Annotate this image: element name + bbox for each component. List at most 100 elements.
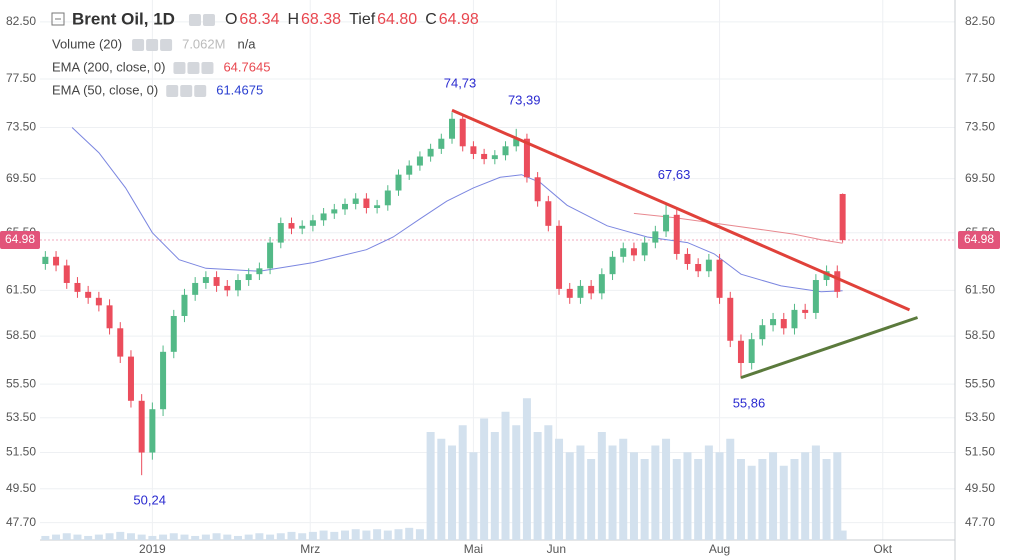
legend-icon[interactable]: [146, 39, 159, 51]
volume-bar: [159, 534, 168, 540]
candle-body: [839, 193, 846, 241]
volume-bar: [169, 533, 178, 540]
candle-body: [138, 400, 145, 453]
volume-value: 7.062M: [182, 36, 225, 51]
legend-icon[interactable]: [160, 39, 173, 51]
volume-bar: [480, 418, 489, 540]
candle-body: [684, 253, 691, 264]
volume-bar: [838, 530, 847, 540]
candle-body: [384, 190, 391, 206]
volume-bar: [501, 411, 510, 540]
y-tick-label: 55.50: [965, 376, 995, 390]
candle-body: [224, 285, 231, 291]
volume-bar: [351, 529, 360, 540]
legend-icon[interactable]: [194, 85, 207, 97]
volume-bar: [779, 465, 788, 540]
price-label: 64.98: [5, 232, 35, 246]
legend-entry: EMA (200, close, 0): [52, 59, 165, 74]
candle-body: [780, 319, 787, 329]
volume-bar: [137, 534, 146, 540]
volume-bar: [544, 425, 553, 540]
legend-icon[interactable]: [180, 85, 193, 97]
volume-bar: [597, 432, 606, 540]
annotation: 74,73: [444, 76, 477, 91]
candle-body: [834, 271, 841, 292]
volume-bar: [490, 432, 499, 540]
volume-bar: [619, 438, 628, 540]
candle-body: [481, 153, 488, 160]
candle-body: [513, 138, 520, 147]
volume-bar: [94, 534, 103, 540]
candle-body: [620, 248, 627, 257]
volume-bar: [790, 459, 799, 540]
volume-bar: [362, 530, 371, 540]
candle-body: [256, 268, 263, 275]
legend-icon[interactable]: [173, 62, 186, 74]
volume-bar: [394, 529, 403, 540]
candle-body: [609, 256, 616, 275]
candle-body: [491, 155, 498, 160]
volume-bar: [811, 445, 820, 540]
volume-bar: [201, 534, 210, 540]
volume-bar: [533, 432, 542, 540]
volume-bar: [341, 530, 349, 540]
candle-body: [277, 223, 284, 243]
candle-body: [630, 248, 637, 256]
annotation: 67,63: [658, 167, 691, 182]
y-tick-label: 51.50: [965, 445, 995, 459]
y-tick-label: 47.70: [6, 515, 36, 529]
y-tick-label: 61.50: [965, 283, 995, 297]
candle-body: [438, 138, 445, 149]
legend-icon[interactable]: [132, 39, 145, 51]
candle-body: [534, 177, 541, 202]
y-tick-label: 82.50: [965, 14, 995, 28]
volume-bar: [576, 445, 585, 540]
price-label-box: [958, 231, 1000, 250]
y-tick-label: 49.50: [965, 481, 995, 495]
candle-body: [770, 319, 777, 326]
candle-body: [74, 282, 81, 292]
candle-body: [192, 282, 199, 295]
candle-body: [363, 198, 370, 208]
volume-bar: [715, 452, 724, 540]
trend-line: [740, 316, 919, 380]
ohlc-value: 68.38: [301, 11, 341, 28]
chart-title: Brent Oil, 1D: [72, 9, 175, 28]
volume-bar: [319, 530, 328, 540]
legend-value: 64.7645: [223, 59, 270, 74]
legend-icon[interactable]: [201, 62, 214, 74]
ema-line: [71, 127, 843, 293]
legend-icon[interactable]: [188, 14, 201, 26]
candle-body: [641, 242, 648, 256]
volume-bar: [126, 533, 135, 540]
volume-bar: [244, 534, 253, 540]
candle-body: [545, 201, 552, 226]
candle-body: [170, 315, 177, 352]
candle-body: [416, 156, 423, 166]
candle-body: [427, 148, 434, 157]
price-label: 64.98: [964, 232, 994, 246]
candle-body: [566, 288, 573, 298]
volume-bar: [801, 452, 810, 540]
candle-body: [160, 351, 167, 410]
candle-body: [556, 225, 563, 289]
candle-body: [470, 146, 477, 154]
legend-icon[interactable]: [166, 85, 179, 97]
y-tick-label: 73.50: [6, 120, 36, 134]
y-tick-label: 69.50: [965, 171, 995, 185]
legend-icon[interactable]: [202, 14, 215, 26]
candle-body: [716, 259, 723, 298]
volume-legend: Volume (20): [52, 36, 122, 51]
volume-bar: [255, 533, 264, 540]
legend-icon[interactable]: [187, 62, 200, 74]
volume-bar: [555, 438, 564, 540]
candle-body: [42, 256, 49, 264]
collapse-icon[interactable]: [51, 12, 65, 26]
candle-body: [331, 209, 338, 214]
volume-bar: [105, 533, 114, 540]
candle-body: [705, 259, 712, 272]
volume-bar: [769, 452, 778, 540]
candle-body: [352, 198, 359, 204]
y-tick-label: 51.50: [6, 445, 36, 459]
